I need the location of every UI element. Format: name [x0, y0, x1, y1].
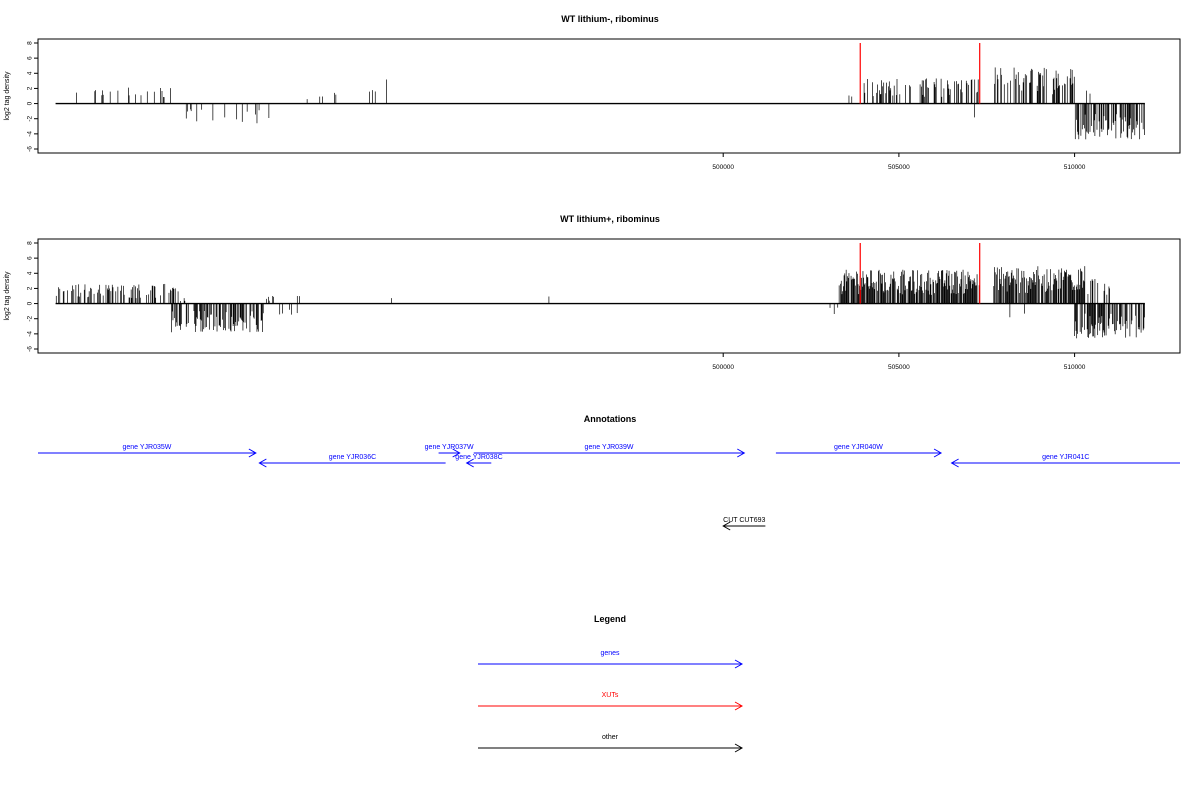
x-tick-label: 510000: [1064, 164, 1086, 171]
legend-label: other: [602, 734, 619, 741]
feature-arrowhead: [737, 448, 746, 458]
x-tick-label: 500000: [712, 364, 734, 371]
panel-1-bars: [55, 67, 1145, 140]
panel-2-bars: [55, 266, 1145, 339]
y-tick-label: -4: [27, 331, 34, 337]
feature-label: CUT CUT693: [723, 517, 765, 524]
feature-label: gene YJR036C: [329, 454, 376, 461]
legend-arrowhead: [734, 659, 744, 669]
x-tick-label: 505000: [888, 364, 910, 371]
x-tick-label: 500000: [712, 164, 734, 171]
y-tick-label: -2: [27, 315, 34, 321]
feature-arrowhead: [258, 458, 267, 468]
track-panel-1: WT lithium-, ribominus log2 tag density …: [4, 14, 1181, 171]
feature-arrowhead: [452, 448, 461, 458]
panel-1-x-axis: 500000 505000 510000: [712, 153, 1086, 171]
feature-arrowhead: [933, 448, 943, 458]
feature-arrowhead: [722, 521, 731, 531]
y-tick-label: 2: [27, 86, 34, 90]
panel-1-markers: [859, 43, 981, 104]
feature-label: gene YJR040W: [834, 444, 883, 451]
panel-1-frame: [37, 38, 1181, 154]
track-panel-2: WT lithium+, ribominus log2 tag density …: [4, 214, 1181, 371]
y-tick-label: 8: [27, 241, 34, 245]
panel-1-ylabel: log2 tag density: [4, 71, 11, 121]
y-tick-label: 6: [27, 256, 34, 260]
y-tick-label: -6: [27, 346, 34, 352]
feature-arrowhead: [465, 458, 474, 468]
feature-label: gene YJR041C: [1042, 454, 1089, 461]
y-tick-label: 4: [27, 271, 34, 275]
x-tick-label: 505000: [888, 164, 910, 171]
feature-label: gene YJR035W: [122, 444, 171, 451]
legend-label: genes: [600, 650, 620, 657]
panel-2-frame: [37, 238, 1181, 354]
panel-1-y-axis: 8 6 4 2 0 -2 -4 -6: [27, 41, 38, 152]
y-tick-label: 0: [27, 101, 34, 105]
feature-label: gene YJR037W: [425, 444, 474, 451]
legend-title: Legend: [594, 614, 626, 624]
panel-2-x-axis: 500000 505000 510000: [712, 353, 1086, 371]
legend-panel: Legend genes XUTs other: [478, 614, 744, 753]
panel-2-y-axis: 8 6 4 2 0 -2 -4 -6: [27, 241, 38, 352]
y-tick-label: 0: [27, 301, 34, 305]
legend-arrowhead: [734, 701, 744, 711]
x-tick-label: 510000: [1064, 364, 1086, 371]
annotations-title: Annotations: [584, 414, 637, 424]
feature-label: gene YJR039W: [585, 444, 634, 451]
feature-label: gene YJR038C: [455, 454, 502, 461]
feature-arrowhead: [248, 448, 257, 458]
panel-2-ylabel: log2 tag density: [4, 271, 11, 321]
y-tick-label: 8: [27, 41, 34, 45]
y-tick-label: 2: [27, 286, 34, 290]
y-tick-label: 6: [27, 56, 34, 60]
annotation-features: gene YJR035W gene YJR036C gene YJR037W gene…: [38, 444, 1180, 531]
legend-label: XUTs: [602, 692, 619, 699]
panel-2-markers: [859, 243, 981, 304]
feature-arrowhead: [950, 458, 959, 468]
y-tick-label: -4: [27, 131, 34, 137]
legend-arrowhead: [734, 743, 744, 753]
y-tick-label: -2: [27, 115, 34, 121]
y-tick-label: 4: [27, 71, 34, 75]
y-tick-label: -6: [27, 146, 34, 152]
legend-items: genes XUTs other: [478, 650, 744, 753]
panel-2-title: WT lithium+, ribominus: [560, 214, 660, 224]
panel-1-title: WT lithium-, ribominus: [561, 14, 659, 24]
